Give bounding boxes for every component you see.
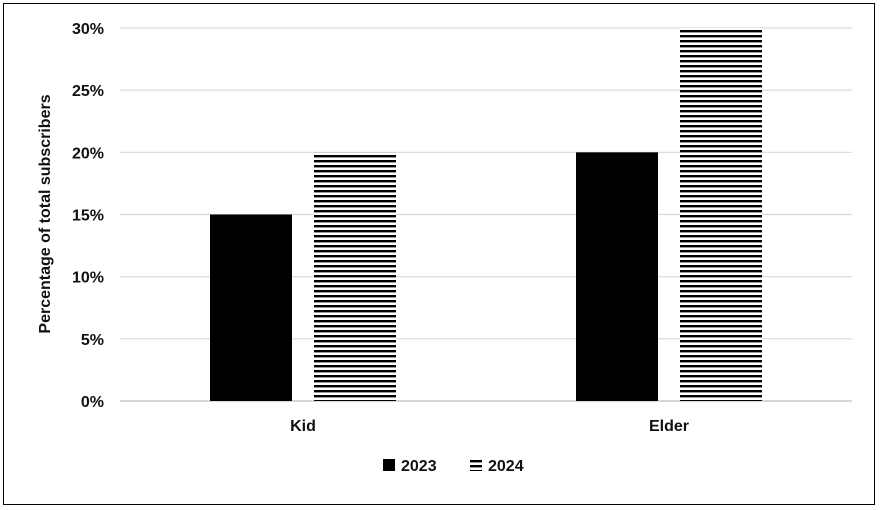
y-tick-label: 10% [72, 270, 104, 287]
bar-kid-2023 [210, 214, 292, 401]
legend-label: 2023 [401, 458, 437, 475]
legend: 2023 2024 [383, 458, 524, 475]
x-tick-label: Elder [649, 418, 689, 435]
y-axis-label: Percentage of total subscribers [37, 94, 54, 333]
legend-swatch-2023 [383, 459, 395, 471]
y-tick-label: 0% [81, 394, 104, 411]
bar-elder-2024 [680, 28, 762, 401]
x-axis-ticks: Kid Elder [290, 418, 689, 435]
y-tick-label: 20% [72, 145, 104, 162]
bar-elder-2023 [576, 152, 658, 401]
y-tick-label: 5% [81, 332, 104, 349]
y-tick-label: 30% [72, 21, 104, 38]
x-tick-label: Kid [290, 418, 316, 435]
legend-swatch-2024 [470, 459, 482, 471]
y-tick-label: 15% [72, 208, 104, 225]
legend-label: 2024 [488, 458, 524, 475]
y-tick-label: 25% [72, 83, 104, 100]
bars [210, 28, 762, 401]
y-axis-ticks: 0% 5% 10% 15% 20% 25% 30% [72, 21, 104, 411]
bar-kid-2024 [314, 152, 396, 401]
